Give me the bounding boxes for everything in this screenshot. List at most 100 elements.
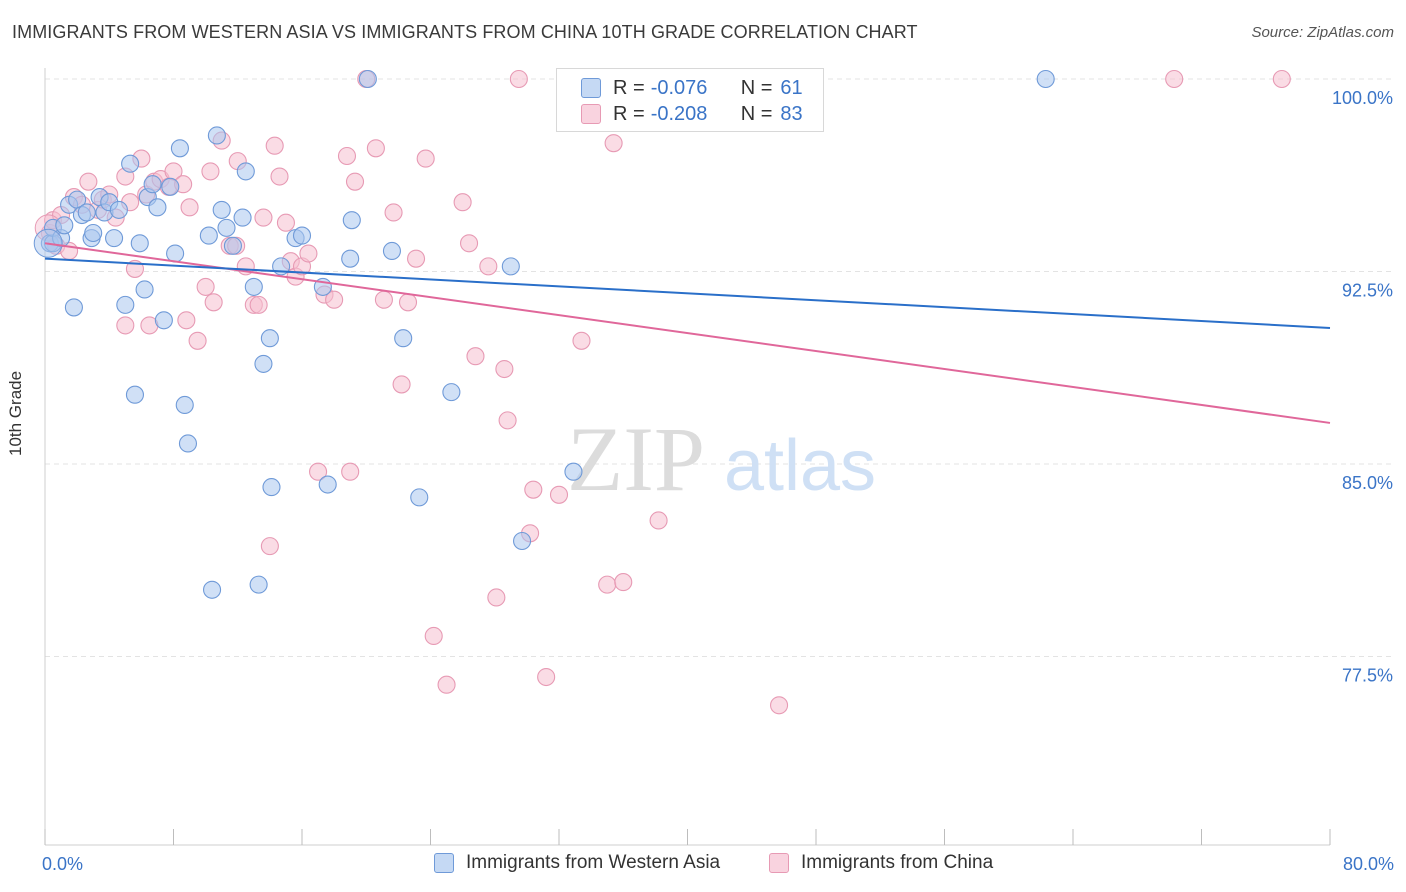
data-point bbox=[309, 462, 328, 481]
data-point bbox=[77, 203, 96, 222]
data-point bbox=[382, 241, 402, 261]
data-point bbox=[1272, 69, 1291, 89]
data-point bbox=[442, 383, 461, 402]
data-point bbox=[495, 359, 514, 379]
correlation-legend: R = -0.076 N = 61 R = -0.208 N = 83 bbox=[556, 68, 824, 132]
data-point bbox=[161, 177, 180, 196]
data-point bbox=[254, 208, 273, 227]
data-point bbox=[341, 462, 360, 481]
data-point bbox=[1036, 69, 1055, 89]
data-point bbox=[143, 175, 162, 194]
trend-lines bbox=[44, 242, 1331, 424]
bottom-legend-china: Immigrants from China bbox=[769, 852, 993, 874]
y-axis-title: 10th Grade bbox=[6, 370, 25, 456]
source-label: Source: ZipAtlas.com bbox=[1251, 24, 1394, 41]
data-point bbox=[1165, 69, 1184, 89]
data-point bbox=[175, 395, 194, 415]
bottom-legend-swatch-pink bbox=[769, 853, 789, 873]
data-point bbox=[341, 249, 360, 268]
data-point bbox=[130, 234, 149, 253]
data-point bbox=[318, 475, 337, 494]
data-point bbox=[325, 290, 344, 309]
data-point bbox=[254, 354, 273, 373]
trend-line-western-asia bbox=[44, 257, 1331, 329]
data-point bbox=[614, 573, 633, 592]
data-point bbox=[416, 149, 435, 168]
data-point bbox=[199, 226, 218, 245]
data-point bbox=[453, 193, 472, 212]
data-point bbox=[337, 146, 357, 166]
data-point bbox=[249, 295, 268, 314]
data-point bbox=[204, 293, 223, 312]
legend-row-china: R = -0.208 N = 83 bbox=[581, 101, 803, 127]
data-point bbox=[260, 329, 279, 348]
x-tick-label: 0.0% bbox=[42, 854, 83, 874]
data-point bbox=[135, 280, 154, 299]
data-point bbox=[84, 223, 103, 243]
tick-labels: 100.0% 92.5% 85.0% 77.5% 0.0% 80.0% bbox=[42, 88, 1394, 874]
data-point bbox=[79, 172, 98, 191]
x-tick-label: 80.0% bbox=[1343, 854, 1394, 874]
legend-swatch-blue bbox=[581, 78, 601, 98]
bottom-legend-label: Immigrants from China bbox=[801, 852, 994, 873]
y-tick-label: 100.0% bbox=[1332, 88, 1393, 108]
data-point bbox=[154, 311, 173, 330]
data-point bbox=[105, 229, 124, 248]
data-point bbox=[196, 277, 215, 296]
data-point bbox=[384, 203, 403, 222]
watermark-zip: ZIP bbox=[567, 408, 705, 510]
legend-r-label: R = bbox=[613, 102, 645, 125]
data-point bbox=[270, 167, 289, 186]
data-point bbox=[392, 375, 411, 394]
chart-title: IMMIGRANTS FROM WESTERN ASIA VS IMMIGRAN… bbox=[12, 22, 918, 42]
data-point bbox=[276, 213, 295, 232]
data-point bbox=[55, 216, 74, 235]
data-point bbox=[437, 675, 456, 694]
legend-n-label: N = bbox=[740, 76, 773, 99]
data-point bbox=[116, 295, 135, 314]
data-point bbox=[501, 257, 520, 276]
data-point bbox=[292, 226, 312, 245]
data-point bbox=[572, 331, 591, 350]
data-point bbox=[604, 134, 623, 153]
data-point bbox=[177, 311, 196, 330]
data-point bbox=[410, 488, 429, 507]
trend-line-china bbox=[44, 242, 1331, 424]
data-point bbox=[178, 434, 198, 453]
axes bbox=[44, 68, 1331, 846]
data-point bbox=[64, 298, 83, 317]
y-tick-label: 85.0% bbox=[1342, 473, 1393, 493]
data-point bbox=[345, 172, 365, 191]
data-point bbox=[299, 244, 318, 263]
legend-row-western-asia: R = -0.076 N = 61 bbox=[581, 75, 803, 101]
data-point bbox=[498, 411, 517, 430]
data-point bbox=[125, 385, 144, 404]
data-point bbox=[770, 696, 789, 715]
y-tick-label: 77.5% bbox=[1342, 666, 1393, 686]
data-point bbox=[207, 126, 226, 145]
data-point bbox=[166, 244, 185, 263]
data-point bbox=[374, 290, 393, 309]
legend-r-value: -0.208 bbox=[650, 102, 708, 125]
data-point bbox=[487, 588, 506, 607]
legend-swatch-pink bbox=[581, 104, 601, 124]
bottom-legend-label: Immigrants from Western Asia bbox=[466, 852, 721, 873]
legend-r-value: -0.076 bbox=[650, 76, 708, 99]
data-point bbox=[265, 136, 284, 155]
data-point bbox=[358, 69, 377, 89]
data-point bbox=[109, 200, 128, 219]
data-point bbox=[509, 69, 528, 89]
y-tick-label: 92.5% bbox=[1342, 281, 1393, 301]
bottom-legend-western-asia: Immigrants from Western Asia bbox=[434, 852, 720, 874]
data-point bbox=[406, 249, 426, 268]
bottom-legend-swatch-blue bbox=[434, 853, 454, 873]
data-point bbox=[116, 316, 135, 335]
data-point bbox=[398, 293, 418, 312]
data-point bbox=[513, 531, 532, 551]
legend-n-label: N = bbox=[740, 102, 773, 125]
watermark-atlas: atlas bbox=[724, 426, 876, 506]
data-point bbox=[342, 211, 361, 230]
data-point bbox=[217, 218, 236, 237]
legend-r-label: R = bbox=[613, 76, 645, 99]
